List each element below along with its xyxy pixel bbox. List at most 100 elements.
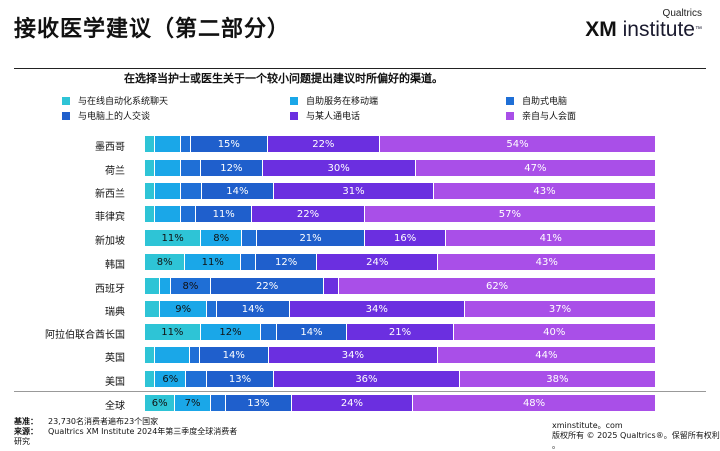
data-label: 6% <box>162 373 179 385</box>
data-label: 43% <box>533 185 556 197</box>
bar-segment <box>145 301 161 317</box>
data-label: 7% <box>184 397 201 409</box>
bar-segment: 11% <box>145 230 202 246</box>
legend-item-5: 与某人通电话 <box>290 109 360 122</box>
bar-segment: 11% <box>196 206 253 222</box>
bar-segment: 62% <box>339 278 656 294</box>
data-label: 34% <box>341 349 364 361</box>
data-label: 47% <box>524 162 547 174</box>
data-label: 14% <box>222 349 245 361</box>
category-label: 全球 <box>105 401 125 412</box>
bar-segment <box>186 371 207 387</box>
category-label: 荷兰 <box>105 166 125 177</box>
bar-segment: 24% <box>291 395 414 411</box>
data-label: 57% <box>498 208 521 220</box>
source-text: Qualtrics XM Institute 2024年第三季度全球消费者 <box>48 427 238 436</box>
bar-segment: 41% <box>446 230 656 246</box>
bar-segment: 21% <box>347 324 454 340</box>
legend-label-1: 与在线自动化系统聊天 <box>78 97 169 107</box>
bar-segment: 24% <box>317 254 439 270</box>
bar-segment <box>189 347 200 363</box>
bar-segment: 8% <box>201 230 243 246</box>
bar-segment: 12% <box>256 254 317 270</box>
bar-segment <box>145 278 161 294</box>
data-label: 22% <box>312 138 335 150</box>
bar-segment <box>155 160 181 176</box>
legend-swatch-1 <box>62 96 70 105</box>
bar-segment: 21% <box>257 230 365 246</box>
base-text: 23,730名消费者遍布23个国家 <box>48 417 159 426</box>
data-label: 37% <box>548 303 572 315</box>
data-label: 44% <box>535 349 558 361</box>
data-label: 9% <box>175 303 192 315</box>
bar-segment: 36% <box>274 371 460 387</box>
category-label: 韩国 <box>105 260 125 271</box>
legend-item-4: 与电脑上的人交谈 <box>62 109 150 122</box>
data-label: 8% <box>156 256 173 268</box>
bar-segment <box>155 136 181 152</box>
data-label: 43% <box>535 256 558 268</box>
legend-swatch-6 <box>506 111 514 120</box>
xm-institute-logo: Qualtrics XM institute™ <box>585 8 702 41</box>
bar-segment <box>210 395 226 411</box>
bar-segment: 7% <box>175 395 211 411</box>
bar-segment: 54% <box>380 136 656 152</box>
bar-segment: 47% <box>415 160 656 176</box>
bar-segment <box>145 206 156 222</box>
global-divider <box>14 391 706 392</box>
logo-main-text: XM institute™ <box>585 19 702 41</box>
data-label: 11% <box>161 232 184 244</box>
bar-segment: 34% <box>289 301 465 317</box>
data-label: 12% <box>219 326 242 338</box>
data-label: 13% <box>228 373 252 385</box>
data-label: 13% <box>247 397 270 409</box>
bar-segment <box>155 206 181 222</box>
source-label: 来源： <box>14 427 38 436</box>
data-label: 31% <box>342 185 365 197</box>
category-label: 西班牙 <box>95 284 125 295</box>
legend-label-6: 亲自与人会面 <box>522 112 577 122</box>
category-label: 菲律宾 <box>95 212 125 223</box>
bar-segment <box>241 254 257 270</box>
bar-segment: 14% <box>199 347 270 363</box>
bar-segment: 22% <box>211 278 324 294</box>
footer-right: xminstitute。com 版权所有 © 2025 Qualtrics®。保… <box>552 421 720 451</box>
bar-segment <box>261 324 277 340</box>
legend-item-2: 自助服务在移动端 <box>290 94 378 107</box>
data-label: 22% <box>296 208 320 220</box>
bar-segment <box>180 136 191 152</box>
bar-segment <box>145 183 156 199</box>
bar-segment: 6% <box>155 371 187 387</box>
legend-label-2: 自助服务在移动端 <box>306 97 379 107</box>
bar-segment <box>145 136 156 152</box>
category-label: 阿拉伯联合酋长国 <box>45 330 125 341</box>
bar-segment: 48% <box>413 395 656 411</box>
data-label: 54% <box>506 138 529 150</box>
data-label: 8% <box>182 280 199 292</box>
category-label: 瑞典 <box>105 307 125 318</box>
legend-label-5: 与某人通电话 <box>306 112 361 122</box>
data-label: 48% <box>522 397 546 409</box>
data-label: 24% <box>366 256 389 268</box>
bar-segment: 8% <box>145 254 186 270</box>
bar-segment: 38% <box>459 371 656 387</box>
bar-segment: 14% <box>276 324 348 340</box>
legend-swatch-3 <box>506 96 514 105</box>
data-label: 34% <box>365 303 388 315</box>
bar-segment: 14% <box>217 301 290 317</box>
site-link[interactable]: xminstitute。com <box>552 421 623 430</box>
logo-xm: XM <box>585 18 617 41</box>
bar-segment <box>160 278 171 294</box>
bar-segment <box>181 183 202 199</box>
data-label: 14% <box>226 185 249 197</box>
data-label: 30% <box>327 162 350 174</box>
bar-segment: 8% <box>170 278 212 294</box>
bar-segment: 13% <box>225 395 292 411</box>
bar-segment: 43% <box>434 183 656 199</box>
category-label: 英国 <box>105 353 125 364</box>
category-label: 新加坡 <box>95 236 125 247</box>
bar-segment: 37% <box>465 301 656 317</box>
legend-label-4: 与电脑上的人交谈 <box>78 112 151 122</box>
bar-segment: 30% <box>262 160 416 176</box>
bar-segment: 12% <box>200 324 262 340</box>
